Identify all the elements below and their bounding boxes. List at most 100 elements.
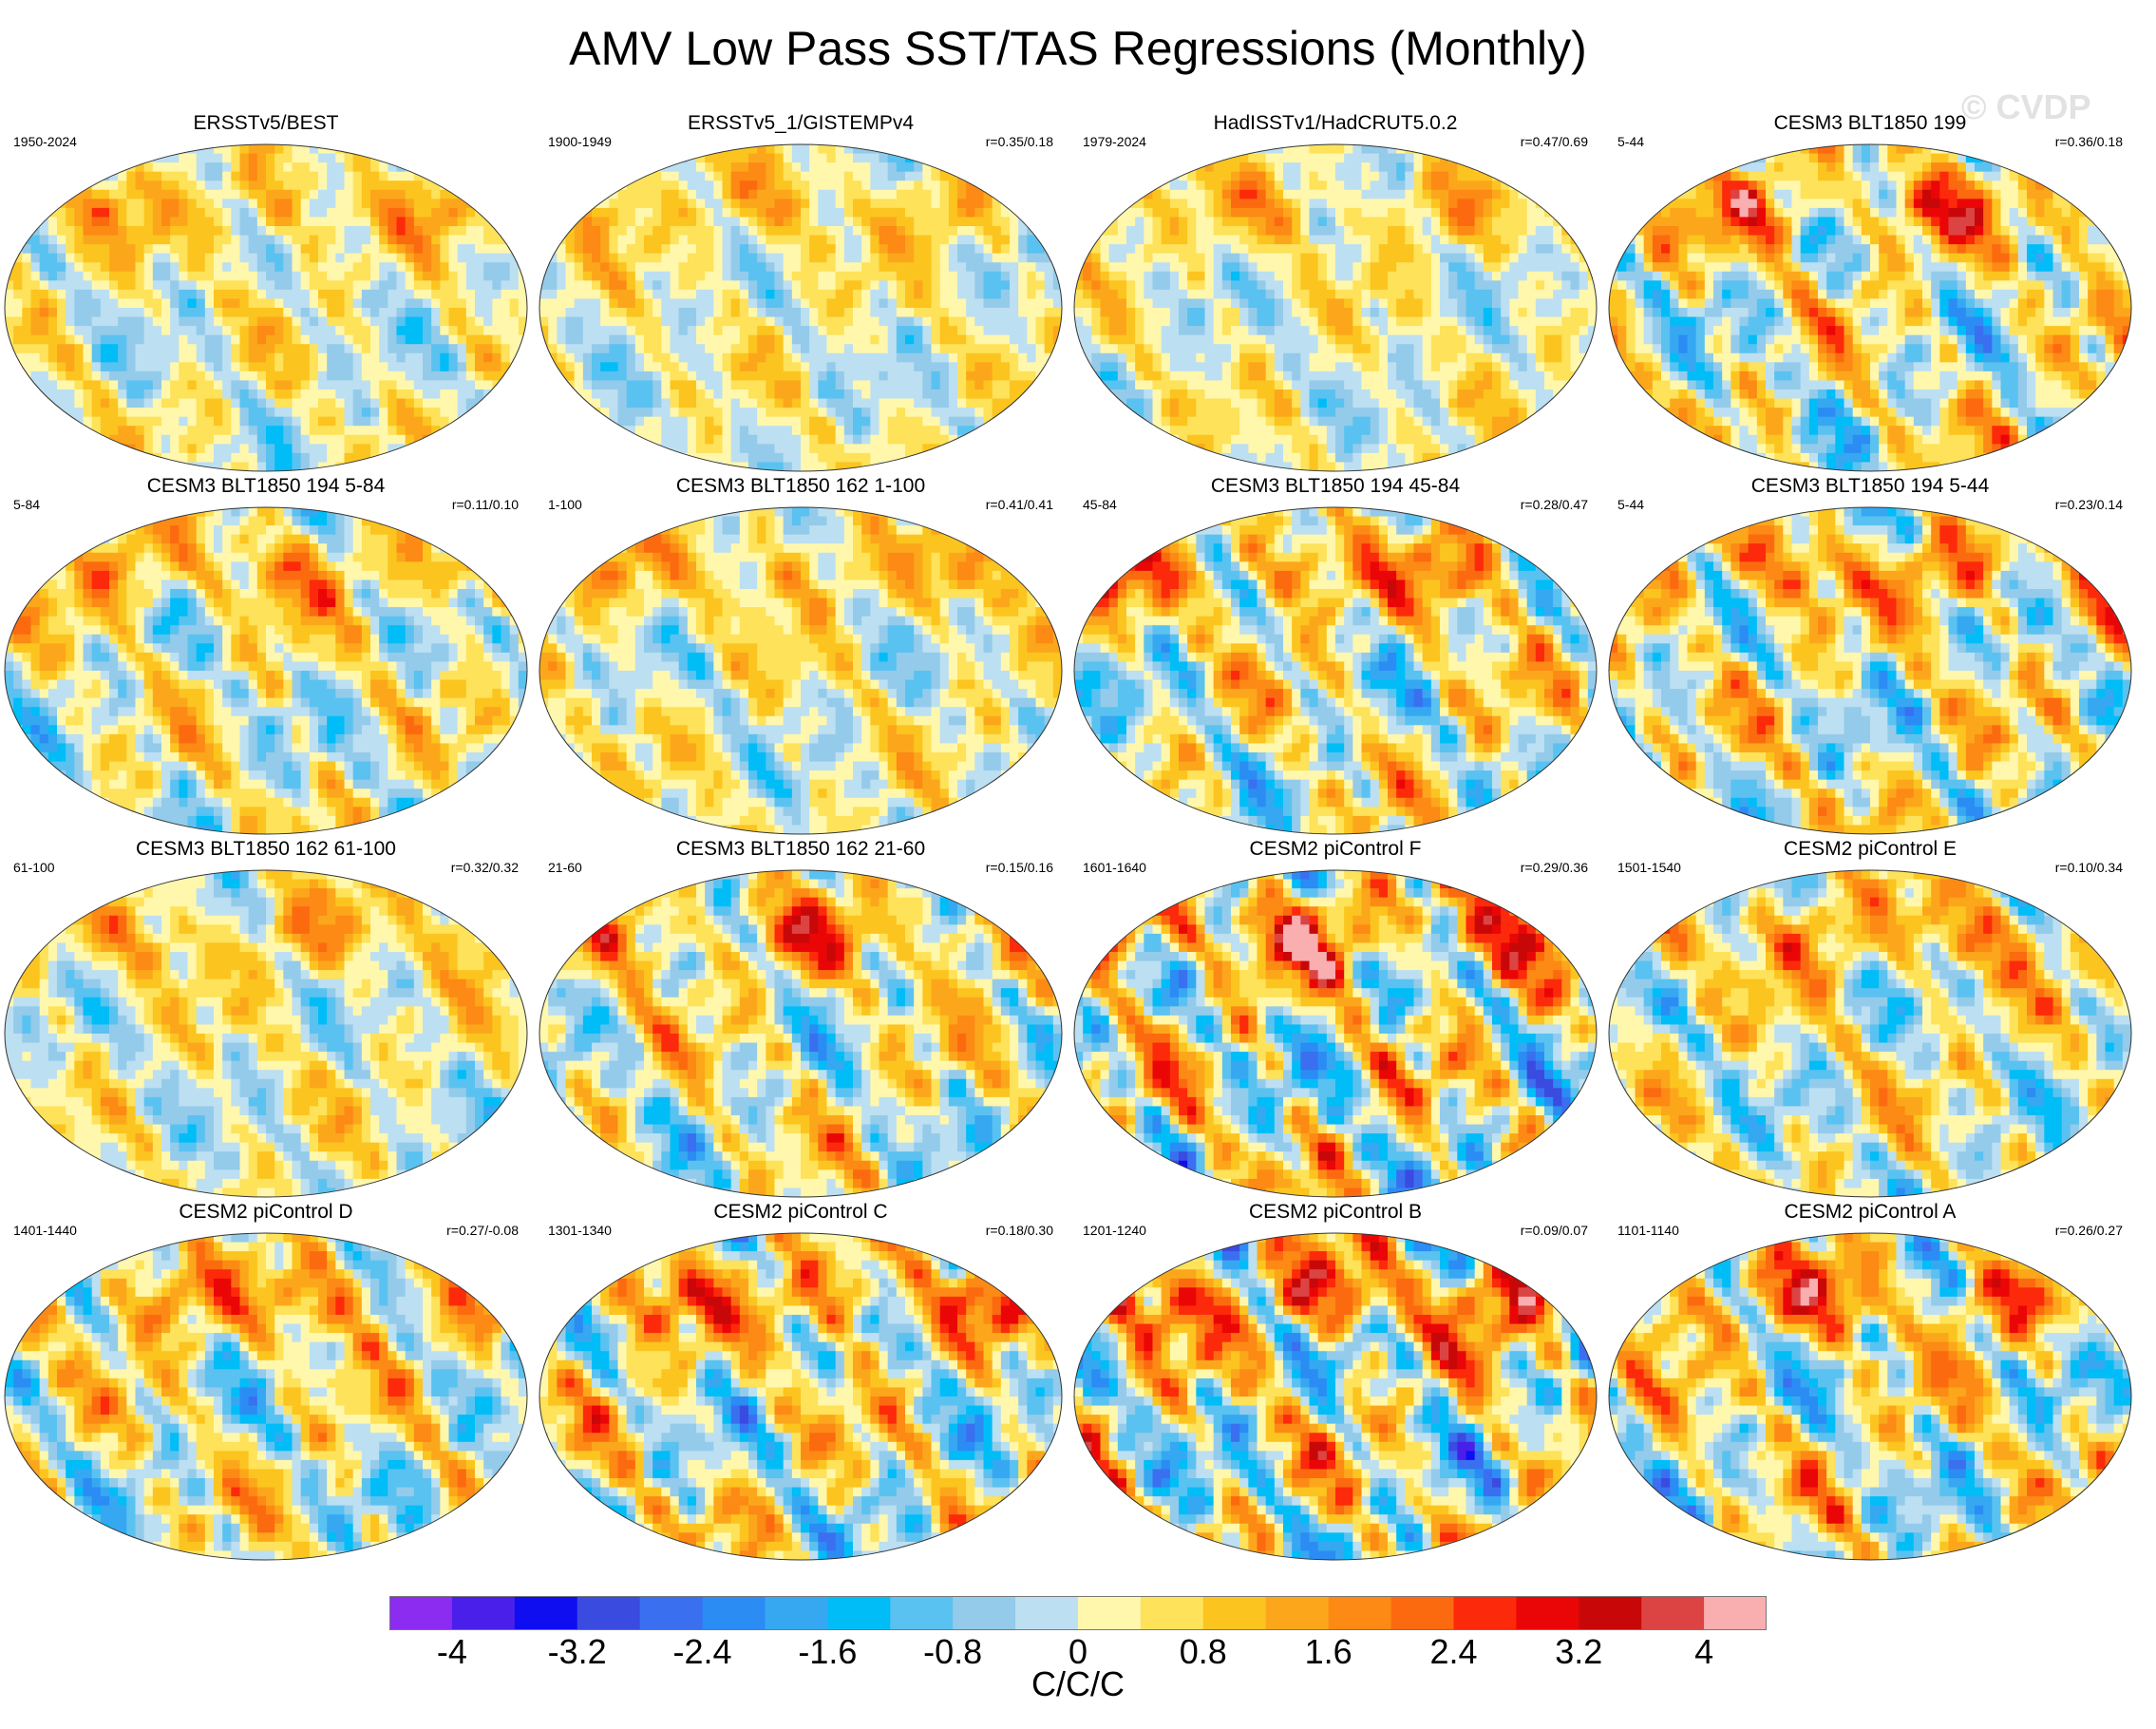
colorbar-tick-label: -1.6	[798, 1632, 857, 1672]
panel-correlation: r=0.15/0.16	[986, 860, 1053, 875]
colorbar-tick-label: -2.4	[672, 1632, 731, 1672]
map-field	[539, 869, 1063, 1198]
panel-title: CESM3 BLT1850 194 5-44	[1604, 475, 2136, 498]
panel-period: 45-84	[1083, 497, 1117, 512]
map-panel: CESM3 BLT1850 194 45-84 45-84 r=0.28/0.47	[1069, 475, 1601, 836]
map-outline	[1608, 506, 2132, 835]
panel-correlation: r=0.18/0.30	[986, 1223, 1053, 1238]
panel-period: 1301-1340	[548, 1223, 612, 1238]
colorbar-units: C/C/C	[0, 1664, 2156, 1704]
map-field	[1073, 1232, 1598, 1561]
colorbar-tick-label: 0.8	[1180, 1632, 1227, 1672]
map-outline	[1073, 869, 1598, 1198]
colorbar-tick-label: 0	[1069, 1632, 1087, 1672]
colorbar-swatch	[577, 1596, 641, 1630]
colorbar-swatch	[1579, 1596, 1642, 1630]
colorbar-tick-label: -3.2	[548, 1632, 607, 1672]
panel-title: CESM3 BLT1850 194 45-84	[1069, 475, 1601, 498]
colorbar-swatch	[1328, 1596, 1392, 1630]
colorbar-swatch	[765, 1596, 828, 1630]
colorbar-swatch	[514, 1596, 578, 1630]
panel-title: ERSSTv5/BEST	[0, 112, 532, 135]
panel-period: 5-44	[1617, 497, 1644, 512]
panel-title: CESM2 piControl B	[1069, 1201, 1601, 1224]
panel-period: 1201-1240	[1083, 1223, 1146, 1238]
colorbar-swatch	[1078, 1596, 1142, 1630]
panel-period: 1950-2024	[13, 134, 77, 149]
figure-title: AMV Low Pass SST/TAS Regressions (Monthl…	[0, 21, 2156, 76]
panel-correlation: r=0.10/0.34	[2055, 860, 2123, 875]
map-field	[4, 1232, 528, 1561]
map-panel: CESM3 BLT1850 194 5-84 5-84 r=0.11/0.10	[0, 475, 532, 836]
colorbar-swatch	[890, 1596, 954, 1630]
map-outline	[1073, 1232, 1598, 1561]
colorbar-swatch	[1704, 1596, 1767, 1630]
map-panel: CESM2 piControl E 1501-1540 r=0.10/0.34	[1604, 838, 2136, 1199]
colorbar-swatch	[953, 1596, 1016, 1630]
panel-correlation: r=0.11/0.10	[452, 497, 519, 512]
panel-correlation: r=0.28/0.47	[1521, 497, 1588, 512]
map-panel: ERSSTv5/BEST 1950-2024	[0, 112, 532, 473]
map-panel: HadISSTv1/HadCRUT5.0.2 1979-2024 r=0.47/0.…	[1069, 112, 1601, 473]
map-panel: CESM2 piControl D 1401-1440 r=0.27/-0.08	[0, 1201, 532, 1562]
colorbar-frame	[389, 1596, 1767, 1630]
map-field	[4, 869, 528, 1198]
map-field	[1608, 143, 2132, 472]
colorbar-swatch	[1390, 1596, 1454, 1630]
panel-title: CESM2 piControl E	[1604, 838, 2136, 861]
colorbar-swatch	[702, 1596, 766, 1630]
colorbar	[389, 1596, 1767, 1630]
map-field	[1608, 869, 2132, 1198]
colorbar-swatch	[1202, 1596, 1267, 1630]
panel-correlation: r=0.47/0.69	[1521, 134, 1588, 149]
map-outline	[1608, 869, 2132, 1198]
map-outline	[4, 143, 528, 472]
colorbar-swatch	[1140, 1596, 1204, 1630]
map-outline	[4, 1232, 528, 1561]
colorbar-swatch	[451, 1596, 516, 1630]
panel-title: CESM2 piControl F	[1069, 838, 1601, 861]
panel-period: 1-100	[548, 497, 582, 512]
map-outline	[1608, 143, 2132, 472]
map-panel: CESM2 piControl B 1201-1240 r=0.09/0.07	[1069, 1201, 1601, 1562]
map-panel: CESM3 BLT1850 162 1-100 1-100 r=0.41/0.41	[535, 475, 1067, 836]
map-outline	[539, 506, 1063, 835]
panel-title: CESM2 piControl D	[0, 1201, 532, 1224]
panel-title: HadISSTv1/HadCRUT5.0.2	[1069, 112, 1601, 135]
panel-correlation: r=0.27/-0.08	[446, 1223, 519, 1238]
map-panel: CESM3 BLT1850 194 5-44 5-44 r=0.23/0.14	[1604, 475, 2136, 836]
colorbar-tick-label: 3.2	[1555, 1632, 1602, 1672]
map-field	[1073, 506, 1598, 835]
colorbar-swatch	[1453, 1596, 1517, 1630]
colorbar-swatch	[1015, 1596, 1079, 1630]
panel-period: 1401-1440	[13, 1223, 77, 1238]
map-field	[539, 143, 1063, 472]
map-outline	[539, 143, 1063, 472]
panel-period: 5-44	[1617, 134, 1644, 149]
map-field	[1073, 869, 1598, 1198]
colorbar-tick-label: 1.6	[1305, 1632, 1352, 1672]
map-field	[1073, 143, 1598, 472]
panel-period: 1900-1949	[548, 134, 612, 149]
panel-correlation: r=0.26/0.27	[2055, 1223, 2123, 1238]
map-outline	[4, 869, 528, 1198]
panel-period: 61-100	[13, 860, 55, 875]
panel-title: CESM3 BLT1850 162 61-100	[0, 838, 532, 861]
colorbar-swatch	[827, 1596, 891, 1630]
map-panel: CESM2 piControl C 1301-1340 r=0.18/0.30	[535, 1201, 1067, 1562]
map-outline	[1073, 506, 1598, 835]
panel-correlation: r=0.36/0.18	[2055, 134, 2123, 149]
map-outline	[539, 869, 1063, 1198]
map-panel: CESM2 piControl A 1101-1140 r=0.26/0.27	[1604, 1201, 2136, 1562]
panel-correlation: r=0.29/0.36	[1521, 860, 1588, 875]
panel-period: 1979-2024	[1083, 134, 1146, 149]
map-field	[539, 506, 1063, 835]
colorbar-tick-label: -0.8	[923, 1632, 982, 1672]
map-field	[4, 143, 528, 472]
panel-correlation: r=0.32/0.32	[451, 860, 519, 875]
colorbar-swatch	[1641, 1596, 1705, 1630]
panel-title: CESM2 piControl A	[1604, 1201, 2136, 1224]
map-outline	[4, 506, 528, 835]
colorbar-swatch	[389, 1596, 453, 1630]
map-outline	[1073, 143, 1598, 472]
